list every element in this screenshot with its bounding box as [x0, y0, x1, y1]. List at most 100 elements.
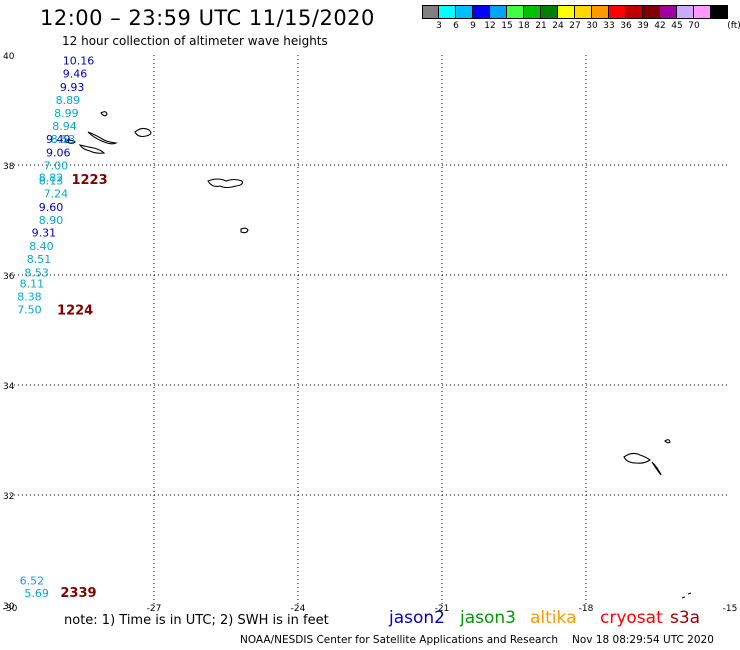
colorbar-label: 42 [654, 21, 666, 31]
colorbar-label: 30 [586, 21, 598, 31]
longitude-tick-label: -27 [147, 604, 162, 614]
wave-height-label: 5.69 [24, 587, 49, 600]
island-outline [651, 461, 662, 476]
colorbar-swatch [609, 5, 626, 19]
latitude-tick-label: 40 [3, 52, 15, 62]
colorbar-swatch [422, 5, 439, 19]
wave-height-label: 9.31 [32, 227, 56, 240]
island-outline [623, 452, 651, 464]
wave-height-label: 7.00 [44, 160, 69, 173]
satellite-legend-jason3: jason3 [460, 608, 516, 628]
latitude-tick-label: 36 [3, 272, 15, 282]
colorbar-label: 18 [518, 21, 530, 31]
colorbar-unit: (ft) [727, 21, 740, 31]
wave-height-colorbar: (ft) 3 6 9 12 15 18 21 24 27 30 33 36 39 42 45 70 [422, 5, 740, 33]
colorbar-labels: (ft) 3 6 9 12 15 18 21 24 27 30 33 36 39 42 45 70 [422, 19, 740, 33]
colorbar-swatch [711, 5, 728, 19]
colorbar-swatch [456, 5, 473, 19]
colorbar-swatch [643, 5, 660, 19]
wave-height-label: 8.53 [24, 266, 49, 279]
satellite-legend-s3a: s3a [670, 608, 701, 628]
map-axis-labels: -30 -27 -24 -21 -18 -15 40 38 36 34 32 30 [3, 52, 738, 614]
footer-organization: NOAA/NESDIS Center for Satellite Applica… [240, 634, 558, 646]
wave-height-label: 7.24 [44, 188, 69, 201]
colorbar-label: 39 [637, 21, 649, 31]
pass-time-label: 2339 [60, 586, 96, 601]
island-outline [78, 144, 106, 154]
wave-height-label: 8.53 [51, 133, 76, 146]
island-outline [87, 131, 118, 145]
colorbar-swatch [626, 5, 643, 19]
latitude-tick-label: 34 [3, 382, 15, 392]
wave-height-label: 7.50 [17, 304, 42, 317]
colorbar-label: 3 [436, 21, 442, 31]
wave-height-label: 10.16 [63, 55, 95, 68]
island-outline [63, 139, 76, 144]
wave-height-label: 8.40 [29, 240, 54, 253]
island-outline [100, 111, 108, 117]
wave-height-label: 8.94 [52, 120, 77, 133]
longitude-tick-label: -30 [3, 604, 18, 614]
colorbar-label: 21 [535, 21, 547, 31]
island-outline [664, 439, 671, 444]
wave-height-label: 8.99 [54, 107, 79, 120]
wave-height-label: 9.93 [60, 81, 85, 94]
wave-height-label: 8.90 [39, 214, 64, 227]
wave-height-label: 8.51 [27, 253, 52, 266]
colorbar-label: 70 [688, 21, 700, 31]
colorbar-label: 27 [569, 21, 581, 31]
island-outline [681, 592, 692, 599]
island-outline [207, 178, 243, 189]
colorbar-swatch [677, 5, 694, 19]
footer-timestamp: Nov 18 08:29:54 UTC 2020 [572, 634, 714, 646]
pass-time-label: 1223 [71, 173, 107, 188]
colorbar-swatch [507, 5, 524, 19]
colorbar-swatch [473, 5, 490, 19]
longitude-tick-label: -15 [723, 604, 738, 614]
satellite-legend-jason2: jason2 [389, 608, 445, 628]
colorbar-swatch [694, 5, 711, 19]
colorbar-swatch [575, 5, 592, 19]
colorbar-swatch [524, 5, 541, 19]
wave-height-observations: 10.169.469.938.898.998.949.498.539.067.0… [17, 55, 94, 600]
wave-height-label: 9.46 [63, 68, 88, 81]
colorbar-label: 15 [501, 21, 513, 31]
colorbar-label: 24 [552, 21, 564, 31]
pass-time-labels: 1223 1224 2339 [57, 173, 108, 601]
units-note: note: 1) Time is in UTC; 2) SWH is in fe… [64, 613, 329, 628]
colorbar-swatches [422, 5, 728, 19]
wave-height-label: 9.49 [46, 133, 71, 146]
footer-credit: NOAA/NESDIS Center for Satellite Applica… [240, 634, 714, 646]
colorbar-swatch [439, 5, 456, 19]
colorbar-label: 6 [453, 21, 459, 31]
colorbar-swatch [660, 5, 677, 19]
wave-height-label: 9.06 [46, 146, 71, 159]
satellite-legend-altika: altika [530, 608, 577, 628]
longitude-tick-label: -24 [291, 604, 306, 614]
island-outline [240, 227, 249, 234]
map-title: 12:00 – 23:59 UTC 11/15/2020 [40, 6, 375, 30]
latitude-tick-label: 30 [3, 602, 15, 612]
satellite-legend-cryosat: cryosat [600, 608, 663, 628]
map-grid [10, 55, 730, 605]
latitude-tick-label: 32 [3, 492, 14, 502]
colorbar-label: 9 [470, 21, 476, 31]
wave-height-label: 8.89 [56, 94, 81, 107]
wave-height-label: 6.52 [20, 574, 44, 587]
colorbar-label: 36 [620, 21, 632, 31]
longitude-tick-label: -21 [435, 604, 450, 614]
wave-height-label: 8.82 [39, 172, 64, 185]
latitude-tick-label: 38 [3, 162, 15, 172]
colorbar-label: 45 [671, 21, 683, 31]
wave-height-label: 8.38 [17, 290, 42, 303]
colorbar-label: 12 [484, 21, 496, 31]
colorbar-label: 33 [603, 21, 615, 31]
pass-time-label: 1224 [57, 304, 93, 319]
island-outline [134, 127, 152, 138]
colorbar-swatch [541, 5, 558, 19]
longitude-tick-label: -18 [579, 604, 594, 614]
wave-height-label: 8.11 [20, 277, 44, 290]
wave-height-label: 8.13 [39, 174, 64, 187]
island-outlines [63, 111, 692, 599]
